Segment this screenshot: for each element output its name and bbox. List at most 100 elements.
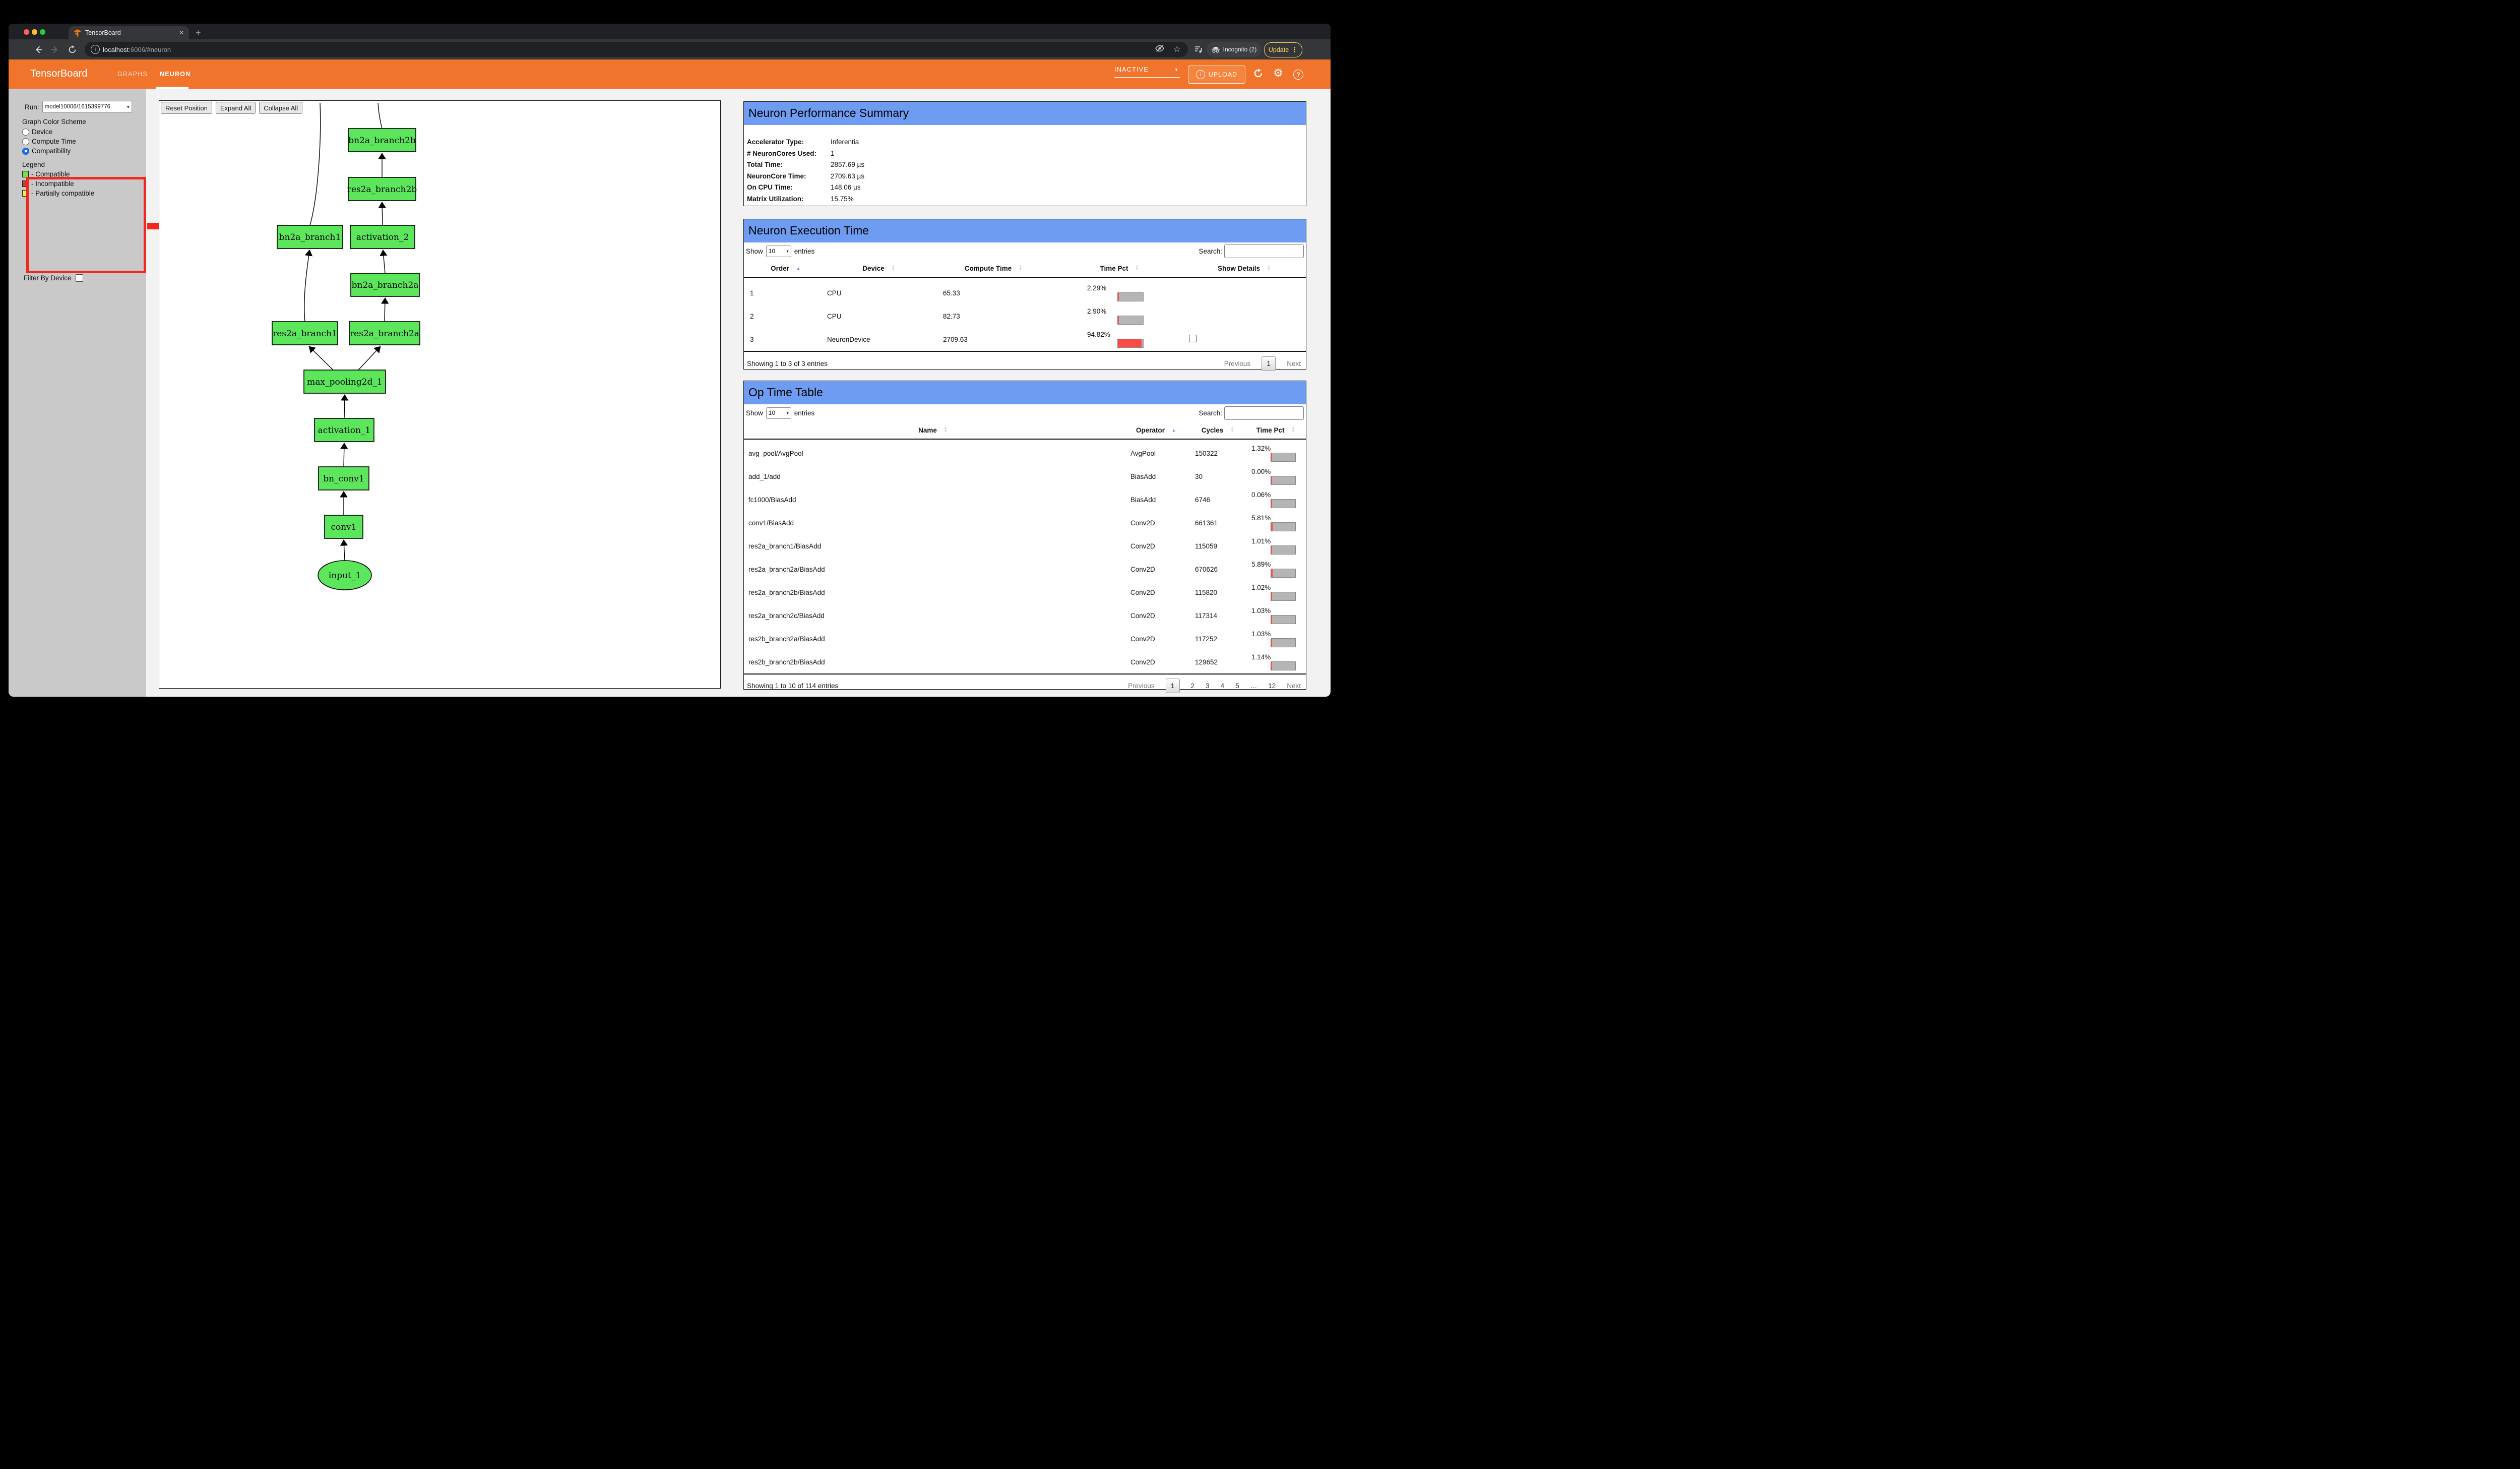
column-header-cycles[interactable]: Cycles ▲ ▼ (1190, 421, 1245, 439)
cycles-cell: 115059 (1195, 542, 1218, 550)
column-header-order[interactable]: Order ▲ (744, 260, 827, 277)
graph-node-conv1[interactable]: conv1 (324, 515, 363, 539)
name-cell: add_1/add (748, 472, 781, 480)
summary-label: # NeuronCores Used: (747, 149, 817, 157)
color-scheme-option-compatibility[interactable]: Compatibility (22, 146, 133, 156)
annotation-box (26, 177, 146, 273)
pager-previous[interactable]: Previous (1224, 359, 1251, 368)
column-header-time-pct[interactable]: Time Pct ▲ ▼ (1245, 421, 1306, 439)
sort-icons: ▲ ▼ (1019, 265, 1023, 271)
op-page-size-select[interactable]: 10 ▾ (766, 407, 791, 419)
back-icon[interactable] (32, 43, 44, 55)
forward-icon[interactable] (48, 43, 60, 55)
column-header-compute-time[interactable]: Compute Time ▲ ▼ (930, 260, 1056, 277)
tab-close-icon[interactable]: ✕ (178, 29, 184, 36)
pager-page-active[interactable]: 1 (1262, 356, 1276, 371)
time-pct-bar (1271, 499, 1296, 508)
op-footer-info: Showing 1 to 10 of 114 entries (747, 682, 839, 690)
graph-node-res2a_branch2b[interactable]: res2a_branch2b (347, 177, 417, 201)
radio-icon[interactable] (22, 138, 29, 145)
graph-edge (340, 539, 348, 561)
eye-off-icon[interactable] (1155, 44, 1164, 55)
graph-node-activation_2[interactable]: activation_2 (350, 225, 415, 249)
pager-page[interactable]: 5 (1235, 682, 1239, 690)
time-pct-bar-fill (1118, 293, 1119, 301)
maximize-window-button[interactable] (40, 29, 45, 35)
collapse-all-button[interactable]: Collapse All (259, 102, 303, 114)
graph-node-bn2a_branch2b[interactable]: bn2a_branch2b (348, 128, 416, 152)
settings-gear-icon[interactable]: ⚙ (1273, 67, 1283, 79)
radio-label: Compute Time (32, 138, 76, 145)
run-dropdown[interactable]: model10006/1615399776 ▾ (42, 101, 132, 113)
url-bar[interactable]: i localhost:6006/#neuron ☆ (85, 42, 1188, 57)
upload-button[interactable]: i UPLOAD (1188, 66, 1245, 84)
browser-menu-icon[interactable]: ⋮ (1291, 46, 1298, 53)
bookmark-star-icon[interactable]: ☆ (1173, 44, 1181, 54)
graph-node-bn_conv1[interactable]: bn_conv1 (318, 466, 369, 491)
pager-next[interactable]: Next (1287, 359, 1301, 368)
column-header-show-details[interactable]: Show Details ▲ ▼ (1182, 260, 1306, 277)
column-header-device[interactable]: Device ▲ ▼ (827, 260, 930, 277)
graph-node-max_pooling2d_1[interactable]: max_pooling2d_1 (303, 370, 386, 394)
graph-node-bn2a_branch1[interactable]: bn2a_branch1 (277, 225, 343, 249)
pager-next[interactable]: Next (1287, 682, 1301, 690)
radio-icon[interactable] (22, 128, 29, 136)
run-value: model10006/1615399776 (44, 104, 110, 110)
time-pct-cell: 0.00% (1251, 468, 1306, 485)
reset-position-button[interactable]: Reset Position (161, 102, 212, 114)
expand-all-button[interactable]: Expand All (215, 102, 256, 114)
chevron-down-icon: ▼ (1174, 68, 1179, 72)
exec-page-size-select[interactable]: 10 ▾ (766, 245, 791, 257)
site-info-icon[interactable]: i (91, 45, 100, 54)
update-button[interactable]: Update ⋮ (1264, 42, 1302, 57)
time-pct-bar (1117, 339, 1144, 348)
tab-graphs[interactable]: GRAPHS (117, 71, 148, 78)
graph-node-res2a_branch1[interactable]: res2a_branch1 (272, 321, 338, 345)
exec-search-input[interactable] (1224, 244, 1304, 258)
media-controls-icon[interactable] (1192, 43, 1205, 55)
tab-neuron[interactable]: NEURON (160, 71, 191, 78)
run-label: Run: (25, 103, 39, 111)
time-pct-cell: 1.02% (1251, 584, 1306, 601)
radio-icon[interactable] (22, 147, 29, 155)
close-window-button[interactable] (24, 29, 29, 35)
new-tab-button[interactable]: + (196, 28, 201, 38)
pager-page[interactable]: 12 (1268, 682, 1276, 690)
pager-page[interactable]: 2 (1190, 682, 1195, 690)
op-table-row: avg_pool/AvgPool AvgPool 150322 1.32% (744, 442, 1306, 465)
time-pct-value: 1.01% (1251, 537, 1271, 545)
pager-page-active[interactable]: 1 (1165, 678, 1180, 693)
cycles-cell: 661361 (1195, 519, 1218, 527)
reload-icon[interactable] (66, 43, 78, 55)
graph-node-input_1[interactable]: input_1 (318, 560, 372, 590)
run-status-select[interactable]: INACTIVE ▼ (1114, 66, 1180, 78)
op-table-row: res2a_branch1/BiasAdd Conv2D 115059 1.01% (744, 534, 1306, 558)
graph-node-res2a_branch2a[interactable]: res2a_branch2a (349, 321, 420, 345)
column-header-time-pct[interactable]: Time Pct ▲ ▼ (1056, 260, 1182, 277)
browser-tab[interactable]: TensorBoard ✕ (69, 26, 189, 39)
graph-node-activation_1[interactable]: activation_1 (314, 418, 374, 442)
column-header-name[interactable]: Name ▲ ▼ (744, 421, 1122, 439)
color-scheme-option-compute-time[interactable]: Compute Time (22, 137, 133, 146)
minimize-window-button[interactable] (32, 29, 37, 35)
filter-by-device-label: Filter By Device (24, 274, 72, 282)
column-label: Name (918, 426, 937, 434)
pager-page[interactable]: 3 (1206, 682, 1210, 690)
help-icon[interactable]: ? (1292, 69, 1304, 80)
sort-icons: ▲ ▼ (1135, 265, 1139, 271)
filter-by-device-checkbox[interactable] (75, 274, 83, 282)
graph-edge (377, 102, 383, 129)
pager-page[interactable]: 4 (1220, 682, 1225, 690)
op-search-input[interactable] (1224, 406, 1304, 420)
refresh-icon[interactable] (1252, 69, 1264, 81)
color-scheme-option-device[interactable]: Device (22, 127, 133, 137)
search-label: Search: (1199, 247, 1222, 255)
time-pct-cell: 0.06% (1251, 491, 1306, 508)
summary-row: NeuronCore Time: 2709.63 µs (747, 172, 1306, 184)
column-header-operator[interactable]: Operator ▲ (1122, 421, 1190, 439)
graph-node-bn2a_branch2a[interactable]: bn2a_branch2a (350, 273, 420, 297)
column-label: Compute Time (964, 264, 1012, 272)
pager-previous[interactable]: Previous (1128, 682, 1155, 690)
show-details-checkbox[interactable] (1189, 335, 1196, 342)
